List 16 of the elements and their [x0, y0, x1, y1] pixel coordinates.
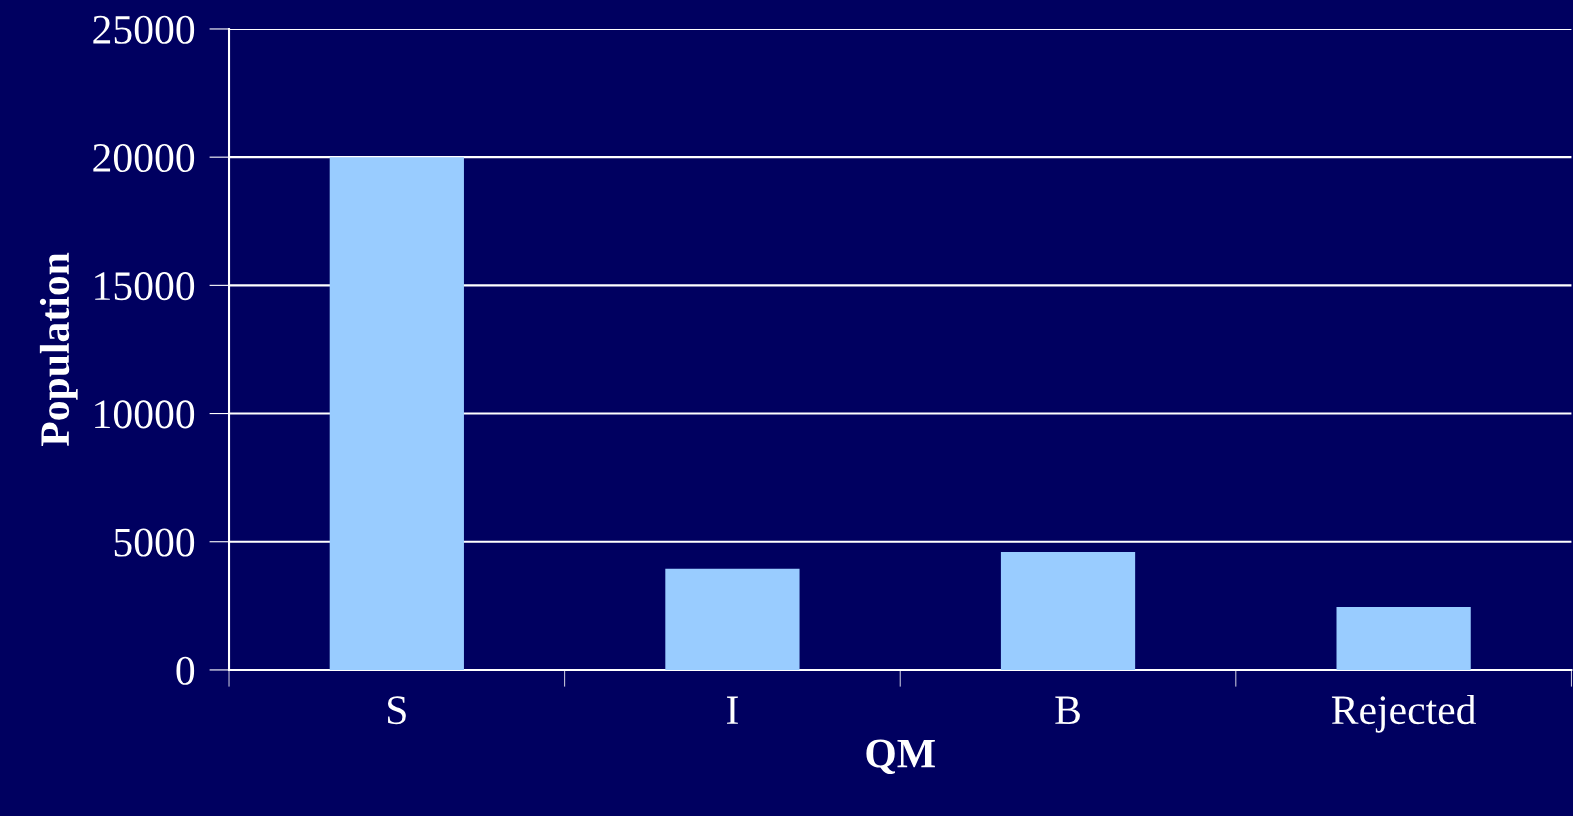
bar	[329, 157, 464, 670]
bar	[1000, 552, 1136, 670]
y-tick-label: 15000	[95, 272, 195, 301]
x-axis-title: QM	[866, 739, 935, 774]
y-tick-label: 0	[176, 656, 195, 685]
x-tick-label: Rejected	[1331, 694, 1476, 733]
x-tick-label: B	[1055, 696, 1080, 724]
y-tick-label: 20000	[93, 143, 195, 173]
x-tick-label: S	[388, 696, 406, 725]
y-tick-label: 5000	[114, 528, 195, 557]
y-axis-title: Population	[39, 252, 78, 446]
y-tick-label: 10000	[95, 400, 195, 429]
x-tick-label: I	[727, 696, 738, 724]
bar	[665, 568, 800, 670]
y-tick-label: 25000	[93, 15, 195, 44]
bar	[1336, 607, 1471, 670]
